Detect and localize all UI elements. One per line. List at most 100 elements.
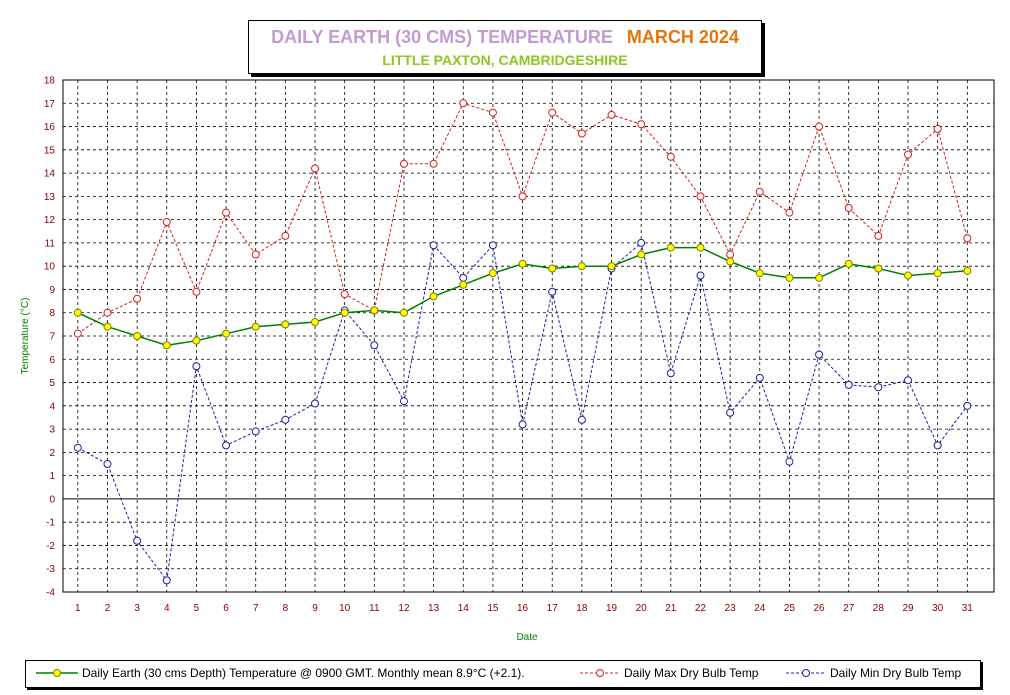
y-tick-label: 11 [45,238,56,249]
x-tick-label: 29 [902,603,914,614]
point-min [222,441,231,450]
x-axis-label: Date [516,632,538,643]
point-earth [666,243,675,252]
y-tick-label: -2 [46,541,55,552]
point-min [73,443,82,452]
point-earth [696,243,705,252]
x-tick-label: 27 [843,603,855,614]
y-tick-label: 7 [49,332,55,343]
point-max [904,150,913,159]
point-min [577,415,586,424]
point-min [844,380,853,389]
y-tick-label: 0 [49,494,55,505]
x-tick-labels: 1 2 3 4 5 6 7 8 9 10 11 12 13 14 15 16 17 18 19 20 21 22 23 24 2… [75,603,973,614]
x-tick-label: 9 [312,603,318,614]
point-earth [844,259,853,268]
x-tick-label: 16 [517,603,529,614]
x-tick-label: 14 [458,603,470,614]
point-max [399,159,408,168]
point-earth [874,264,883,273]
series [73,99,972,585]
x-tick-label: 24 [754,603,766,614]
x-tick-label: 31 [962,603,974,614]
grid [63,80,994,592]
x-tick-label: 2 [105,603,111,614]
point-max [577,129,586,138]
x-tick-label: 13 [428,603,440,614]
x-tick-label: 19 [606,603,618,614]
point-max [103,308,112,317]
point-earth [637,250,646,259]
legend-swatch-min [786,669,826,677]
point-earth [726,257,735,266]
legend-label-earth: Daily Earth (30 cms Depth) Temperature @… [82,666,525,680]
point-max [281,231,290,240]
point-max [874,231,883,240]
point-max [548,108,557,117]
y-tick-label: 17 [44,99,56,110]
y-tick-label: -1 [46,518,55,529]
y-axis-label: Temperature (°C) [20,298,31,375]
title-box: DAILY EARTH (30 CMS) TEMPERATURE MARCH 20… [248,20,762,74]
point-earth [103,322,112,331]
x-tick-label: 5 [194,603,200,614]
point-max [133,294,142,303]
y-tick-label: 2 [49,448,55,459]
point-min [162,576,171,585]
legend-swatch-earth [36,669,78,677]
point-min [666,369,675,378]
point-min [874,383,883,392]
x-tick-label: 15 [487,603,499,614]
point-max [666,152,675,161]
title-main: DAILY EARTH (30 CMS) TEMPERATURE [271,27,613,47]
y-tick-label: 8 [49,308,55,319]
point-earth [933,269,942,278]
point-earth [192,336,201,345]
x-tick-label: 3 [134,603,140,614]
point-min [370,341,379,350]
point-earth [73,308,82,317]
point-earth [518,259,527,268]
point-earth [548,264,557,273]
point-min [192,362,201,371]
point-min [281,415,290,424]
point-earth [311,318,320,327]
point-max [311,164,320,173]
y-tick-label: 18 [44,76,56,87]
chart-subtitle: LITTLE PAXTON, CAMBRIDGESHIRE [382,52,628,68]
legend-swatch-max [580,669,620,677]
point-earth [488,269,497,278]
legend-label-max: Daily Max Dry Bulb Temp [624,666,759,680]
point-min [399,397,408,406]
point-max [192,287,201,296]
point-min [133,536,142,545]
point-min [103,460,112,468]
x-tick-label: 17 [547,603,559,614]
point-earth [251,322,260,331]
point-min [726,408,735,417]
x-tick-label: 23 [725,603,737,614]
x-tick-label: 22 [695,603,707,614]
point-max [162,217,171,226]
x-tick-label: 20 [636,603,648,614]
point-earth [222,329,231,338]
point-earth [815,273,824,282]
point-max [488,108,497,117]
point-min [815,350,824,359]
point-max [73,329,82,338]
point-earth [459,280,468,289]
y-tick-label: 4 [49,401,55,412]
point-earth [577,262,586,271]
point-min [785,457,794,466]
point-earth [785,273,794,282]
y-tick-label: 5 [49,378,55,389]
point-earth [607,262,616,271]
point-max [429,159,438,168]
point-min [429,241,438,250]
x-tick-label: 12 [398,603,410,614]
x-tick-label: 8 [283,603,289,614]
y-tick-label: 15 [44,145,56,156]
point-max [251,250,260,259]
point-max [933,124,942,133]
